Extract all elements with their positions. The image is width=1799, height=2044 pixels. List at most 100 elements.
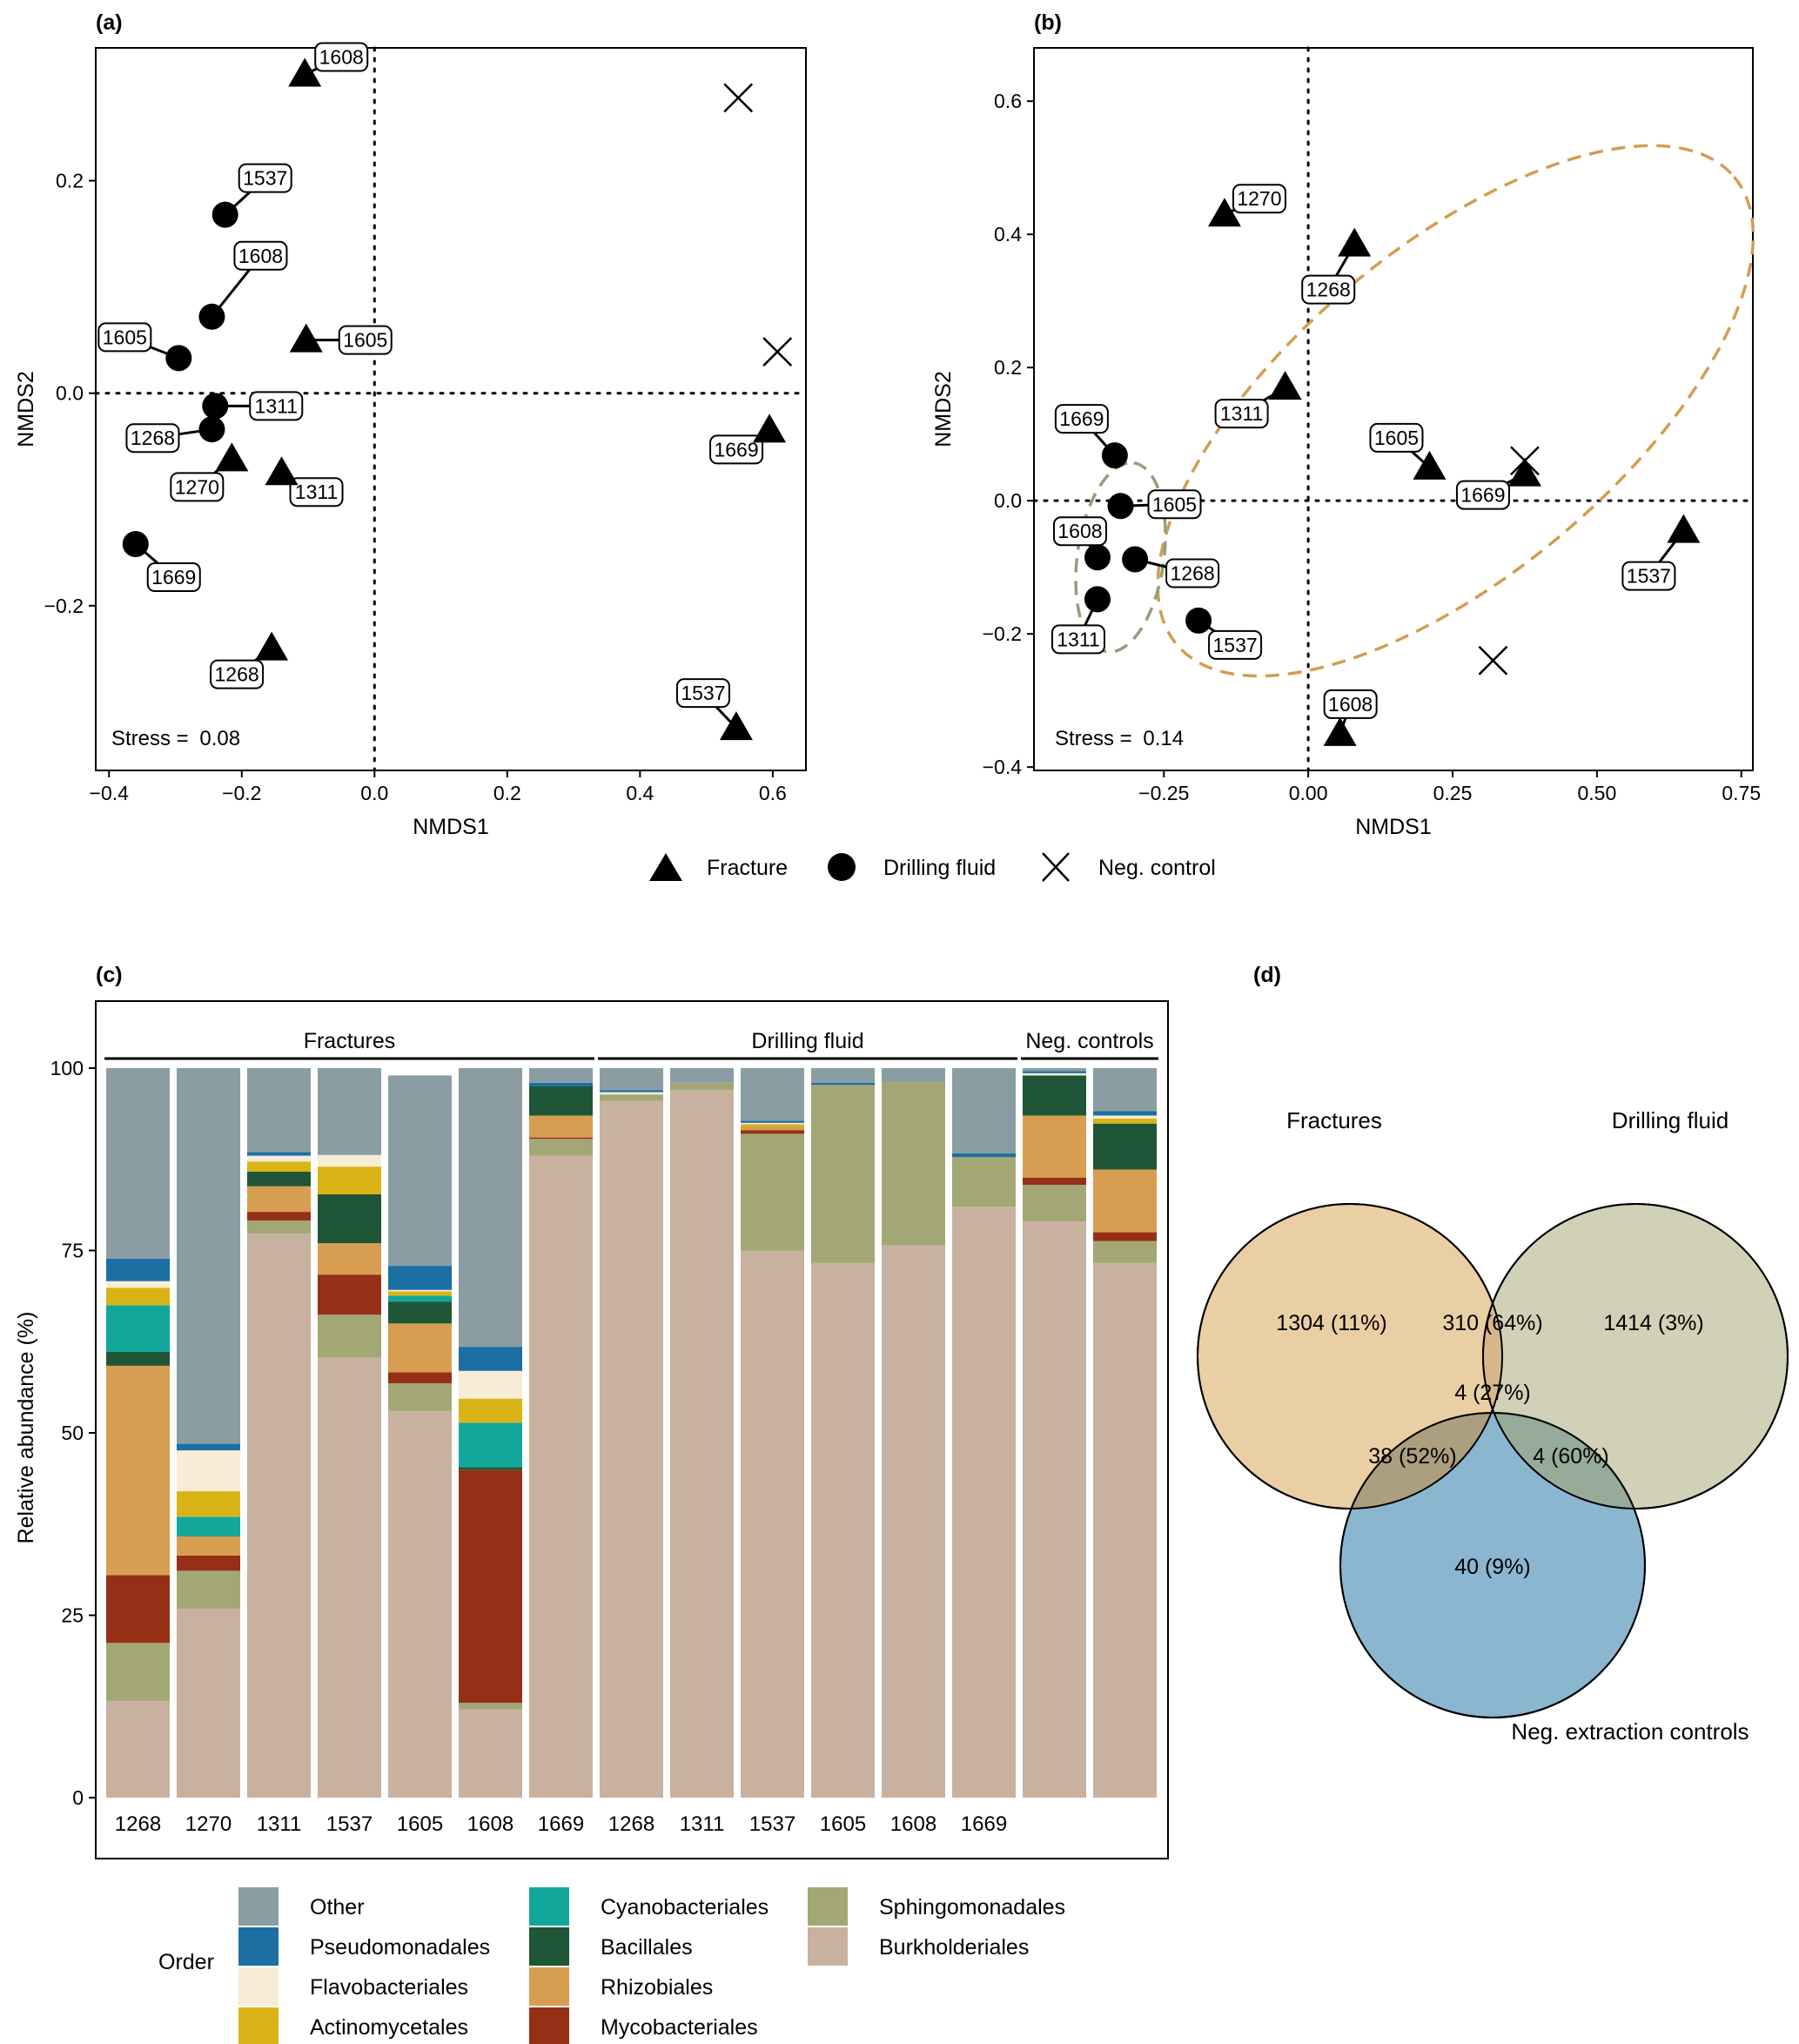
bar-segment-mycobacteriales (318, 1274, 381, 1315)
point-neg-control (1478, 645, 1508, 676)
x-tick-label: 1268 (608, 1812, 654, 1836)
y-tick-label: 0.0 (56, 382, 84, 405)
bar-segment-sphingomonadales (247, 1220, 311, 1234)
point-label-box (249, 391, 304, 421)
bar-segment-other (459, 1068, 522, 1348)
bar-segment-actinomycetales (177, 1491, 240, 1517)
bar-segment-mycobacteriales (529, 1137, 593, 1140)
legend-cross-icon (1042, 852, 1070, 882)
bar-segment-bacillales (318, 1193, 381, 1244)
bar-segment-pseudomonadales (106, 1258, 170, 1281)
bar-segment-mycobacteriales (177, 1555, 240, 1571)
x-axis-title-b: NMDS1 (1355, 815, 1432, 839)
legend-swatch-rhizobiales (529, 1967, 569, 2006)
bar-segment-pseudomonadales (741, 1120, 804, 1123)
plot-frame-c (95, 1000, 1169, 1859)
venn-overlap-drilling-controls (1483, 1413, 1645, 1509)
bar-segment-other (600, 1068, 663, 1091)
bar-segment-pseudomonadales (811, 1082, 875, 1086)
bar-segment-pseudomonadales (459, 1347, 522, 1371)
point-label: 1537 (1212, 634, 1257, 656)
x-tick-label: 0.2 (493, 782, 521, 804)
point-fracture (1268, 371, 1302, 400)
point-fracture (265, 456, 299, 486)
venn-set-label-fractures: Fractures (1286, 1107, 1382, 1133)
x-tick-label: 1311 (680, 1812, 725, 1836)
y-tick-label: 50 (61, 1422, 84, 1444)
point-label-box (1214, 399, 1269, 429)
venn-region-fractures-drilling: 310 (64%) (1442, 1311, 1542, 1335)
plot-frame-b (1033, 47, 1754, 771)
point-label: 1268 (131, 427, 175, 449)
point-label: 1268 (1306, 279, 1351, 301)
point-label: 1311 (255, 394, 298, 417)
venn-region-drilling-controls: 4 (60%) (1533, 1444, 1609, 1469)
x-tick-label: 1608 (890, 1812, 936, 1836)
bar-segment-sphingomonadales (177, 1570, 240, 1609)
bar-segment-bacillales (388, 1301, 452, 1324)
bar-segment-rhizobiales (1023, 1115, 1086, 1178)
y-tick-label: 0.2 (56, 170, 84, 192)
bar-segment-mycobacteriales (741, 1130, 804, 1134)
bar-segment-pseudomonadales (1023, 1071, 1086, 1073)
bar-segment-actinomycetales (459, 1398, 522, 1423)
bar-segment-actinomycetales (388, 1291, 452, 1296)
bar-segment-burkholderiales (600, 1100, 663, 1798)
point-label: 1311 (1220, 402, 1263, 425)
point-neg-control (762, 337, 793, 366)
x-tick-label: 1608 (467, 1812, 514, 1836)
y-tick-label: −0.4 (983, 756, 1023, 778)
bar-segment-mycobacteriales (1093, 1232, 1157, 1241)
bar-segment-sphingomonadales (882, 1081, 945, 1246)
x-tick-label: 0.0 (360, 782, 388, 804)
x-tick-label: 1537 (326, 1812, 373, 1836)
point-fracture (289, 323, 323, 353)
x-tick-label: 0.50 (1577, 782, 1616, 804)
bar-segment-mycobacteriales (247, 1212, 311, 1221)
bar-segment-sphingomonadales (318, 1314, 381, 1358)
bar-segment-flavobacteriales (1093, 1115, 1157, 1119)
bar-segment-other (1093, 1068, 1157, 1112)
legend-circle-icon (828, 853, 856, 881)
ellipse-fracture (1156, 144, 1755, 678)
point-label-box (146, 562, 201, 593)
legend-swatch-flavobacteriales (238, 1967, 279, 2006)
legend-label-sphingomonadales: Sphingomonadales (879, 1895, 1065, 1920)
group-label: Drilling fluid (751, 1029, 863, 1053)
bar-segment-pseudomonadales (529, 1082, 593, 1086)
legend-label-mycobacteriales: Mycobacteriales (601, 2015, 758, 2040)
bar-segment-sphingomonadales (529, 1139, 593, 1156)
point-label: 1311 (295, 481, 338, 503)
bar-segment-bacillales (459, 1467, 522, 1470)
point-label-box (233, 240, 288, 271)
panel-label-b: (b) (1034, 10, 1062, 35)
bar-segment-cyanobacteriales (388, 1295, 452, 1302)
y-tick-label: −0.2 (983, 622, 1022, 645)
venn-set-label-controls: Neg. extraction controls (1511, 1718, 1749, 1745)
venn-region-fractures-only: 1304 (11%) (1276, 1311, 1386, 1335)
x-tick-label: 1537 (749, 1812, 795, 1836)
point-label-box (1147, 489, 1202, 520)
nmds-plot-b: −0.25 0.00 0.25 0.50 0.75 −0.4 −0.2 0.0 0.2 0.4 0.… (931, 46, 1761, 839)
bar-segment-sphingomonadales (811, 1085, 875, 1263)
bar-segment-pseudomonadales (952, 1153, 1016, 1158)
venn-region-all: 4 (27%) (1454, 1381, 1531, 1405)
venn-overlaps (1340, 1204, 1645, 1509)
y-axis-title-c: Relative abundance (%) (14, 1312, 38, 1544)
legend-label-other: Other (310, 1895, 365, 1920)
panel-label-a: (a) (96, 10, 123, 35)
point-fracture (1338, 227, 1372, 257)
point-label: 1268 (1171, 562, 1215, 585)
venn-region-drilling-only: 1414 (3%) (1603, 1311, 1703, 1335)
point-fracture (1507, 457, 1541, 487)
bar-segment-other (247, 1068, 311, 1153)
bar-segment-other (811, 1068, 875, 1083)
point-drilling-fluid (1122, 546, 1149, 573)
bar-segment-other (1023, 1068, 1086, 1072)
point-drilling-fluid (1084, 586, 1111, 613)
plot-frame-a (95, 47, 807, 771)
bar-segment-burkholderiales (529, 1155, 593, 1798)
point-drilling-fluid (165, 345, 192, 372)
legend-label-fracture: Fracture (707, 856, 788, 880)
point-label-box (238, 163, 292, 193)
